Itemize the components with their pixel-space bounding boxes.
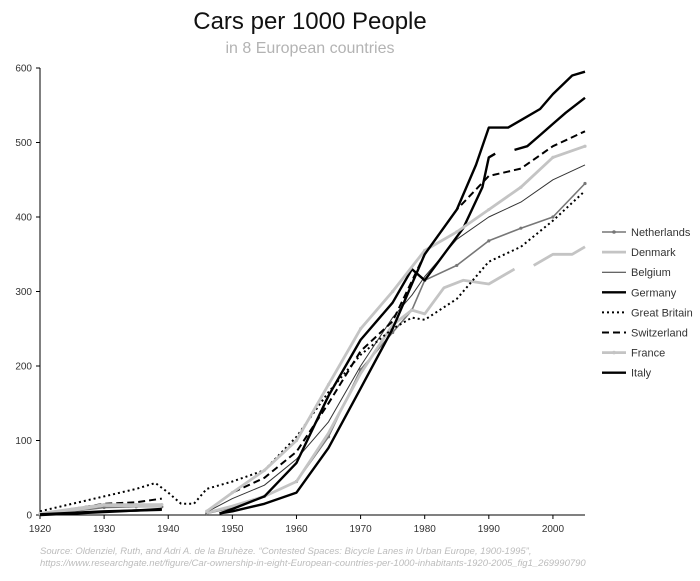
series-line-great-britain xyxy=(39,190,586,513)
x-tick-label: 1920 xyxy=(29,524,52,535)
legend-label-belgium: Belgium xyxy=(631,267,671,279)
data-point-france xyxy=(358,327,363,331)
y-tick-label: 300 xyxy=(15,287,32,298)
data-point-france xyxy=(160,502,164,507)
series-line-germany xyxy=(219,152,496,515)
data-point-france xyxy=(205,509,209,513)
legend-marker-netherlands xyxy=(612,230,616,234)
data-point-france xyxy=(391,289,395,294)
y-tick-label: 600 xyxy=(15,64,32,75)
series-line-switzerland xyxy=(39,497,162,515)
x-tick-label: 1960 xyxy=(285,524,308,535)
x-tick-label: 1980 xyxy=(414,524,437,535)
legend-label-france: France xyxy=(631,348,665,360)
y-tick-label: 400 xyxy=(15,213,32,224)
legend-label-germany: Germany xyxy=(631,287,677,299)
axes: 0 100 200 300 400 500 600 1920 1930 1940 1950 1960 1… xyxy=(15,64,585,535)
data-point-france xyxy=(583,144,587,148)
legend-label-great-britain: Great Britain xyxy=(631,307,693,319)
data-point-france xyxy=(230,491,234,495)
data-point-france xyxy=(70,507,74,511)
y-tick-label: 0 xyxy=(26,511,32,522)
data-point-netherlands xyxy=(455,263,459,268)
series-line-germany xyxy=(514,96,586,152)
data-point-france xyxy=(294,438,299,443)
series-line-switzerland xyxy=(206,130,586,513)
y-tick-label: 100 xyxy=(15,436,32,447)
source-line-2: https://www.researchgate.net/figure/Car-… xyxy=(40,558,586,569)
legend-label-denmark: Denmark xyxy=(631,247,676,259)
legend-marker-france xyxy=(612,350,616,355)
data-point-france xyxy=(551,155,555,159)
data-point-netherlands xyxy=(487,239,491,243)
plot-area xyxy=(38,70,587,517)
data-point-france xyxy=(262,468,267,472)
data-point-netherlands xyxy=(551,215,555,219)
chart-title: Cars per 1000 People xyxy=(193,8,426,35)
source-line-1: Source: Oldenziel, Ruth, and Adri A. de … xyxy=(40,546,531,557)
data-point-netherlands xyxy=(519,226,523,230)
series-line-italy xyxy=(39,508,162,516)
x-tick-label: 1970 xyxy=(349,524,372,535)
x-tick-label: 2000 xyxy=(542,524,565,535)
data-point-france xyxy=(455,230,459,234)
data-point-france xyxy=(326,383,331,387)
y-tick-label: 200 xyxy=(15,362,32,373)
data-point-netherlands xyxy=(583,181,587,186)
series-line-italy xyxy=(219,70,586,515)
x-tick-label: 1940 xyxy=(157,524,180,535)
legend-label-switzerland: Switzerland xyxy=(631,328,688,340)
series-line-netherlands xyxy=(206,182,586,515)
series-line-denmark xyxy=(206,267,516,515)
data-point-france xyxy=(487,207,491,212)
x-tick-label: 1930 xyxy=(93,524,116,535)
x-tick-label: 1950 xyxy=(221,524,244,535)
data-point-france xyxy=(102,502,106,507)
chart-subtitle: in 8 European countries xyxy=(226,40,395,57)
y-tick-label: 500 xyxy=(15,138,32,149)
legend-label-italy: Italy xyxy=(631,368,652,380)
series-line-denmark xyxy=(532,245,586,267)
data-point-france xyxy=(134,502,138,507)
data-point-france xyxy=(519,185,523,189)
series-line-belgium xyxy=(206,164,586,513)
legend-label-netherlands: Netherlands xyxy=(631,227,691,239)
x-tick-label: 1990 xyxy=(478,524,501,535)
legend: Netherlands Denmark Belgium Germany Great Br… xyxy=(602,227,693,380)
